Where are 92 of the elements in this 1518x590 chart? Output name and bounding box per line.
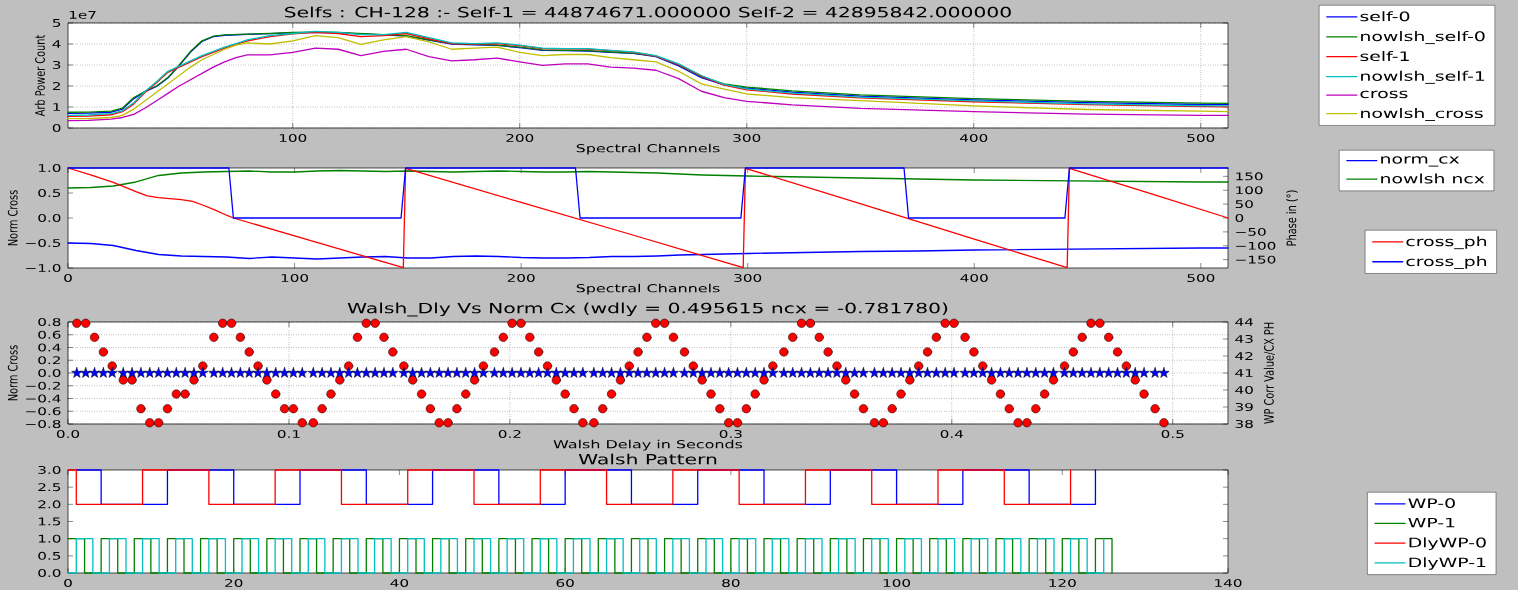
line-series: [67, 167, 1229, 269]
legend-label: DlyWP-0: [1409, 537, 1486, 550]
x-tick-label: 20: [225, 579, 243, 587]
x-tick-label: 0.1: [277, 430, 300, 438]
x-tick-label: 100: [883, 579, 911, 587]
y-tick-label: 1.5: [38, 517, 61, 526]
y-tick-label: 0.0: [38, 369, 61, 377]
y-axis-title: Norm Cross: [7, 190, 18, 246]
legend-label: nowlsh_self-1: [1361, 70, 1485, 84]
y-tick-label: 3: [52, 61, 61, 69]
y2-tick-label: 100: [1236, 186, 1263, 195]
y-tick-label: 2.0: [38, 500, 61, 509]
x-tick-label: 0.4: [940, 430, 964, 438]
legend-label: cross_ph: [1406, 256, 1487, 270]
y2-tick-label: 41: [1235, 369, 1253, 377]
legend-label: norm_cx: [1381, 156, 1460, 167]
x-tick-label: 0.3: [719, 430, 742, 438]
y2-tick-label: −50: [1236, 227, 1266, 236]
y-tick-label: 0: [52, 124, 61, 132]
chart-title: Selfs : CH-128 :- Self-1 = 44874671.000000 Self-2 = 42895842.000000: [285, 6, 1011, 18]
y2-tick-label: 0: [1235, 214, 1244, 222]
y-tick-label: 0.6: [38, 330, 61, 339]
x-tick-label: 200: [506, 134, 534, 142]
legend-label: DlyWP-1: [1409, 557, 1486, 570]
x-axis-title: Spectral Channels: [576, 143, 720, 155]
legend-label: cross: [1360, 90, 1408, 99]
y-tick-label: 0.0: [38, 214, 61, 222]
y-tick-label: 2.5: [38, 483, 61, 492]
legend-label: nowlsh_self-0: [1361, 31, 1485, 45]
x-tick-label: 300: [734, 274, 762, 282]
y-tick-label: 0.5: [38, 551, 61, 560]
y2-tick-label: 50: [1235, 200, 1253, 209]
x-tick-label: 0: [64, 274, 72, 282]
y-tick-label: −0.8: [26, 420, 61, 428]
x-axis-title: Walsh Delay in Seconds: [553, 439, 743, 451]
x-tick-label: 40: [390, 579, 409, 587]
y2-axis-title: WP Corr Value/CX PH: [1263, 322, 1275, 424]
y2-tick-label: 44: [1235, 318, 1254, 326]
y2-tick-label: 39: [1235, 403, 1253, 411]
y-tick-label: 3.0: [38, 466, 61, 474]
y-tick-label: 0.4: [38, 343, 61, 352]
y2-tick-label: 43: [1235, 335, 1253, 343]
chart-title: Walsh Pattern: [578, 453, 717, 465]
y-tick-label: −0.4: [26, 394, 61, 403]
y-tick-label: 1: [53, 103, 61, 111]
y2-tick-label: 150: [1236, 172, 1263, 181]
x-tick-label: 100: [281, 274, 309, 282]
y2-tick-label: 40: [1235, 386, 1253, 394]
x-tick-label: 400: [960, 274, 988, 282]
legend-label: self-1: [1360, 51, 1409, 62]
legend-label: self-0: [1360, 11, 1410, 22]
text: 1e7: [69, 11, 96, 19]
y-tick-label: 0.0: [38, 569, 61, 577]
x-tick-label: 0.5: [1161, 430, 1184, 438]
x-tick-label: 400: [959, 134, 988, 142]
x-tick-label: 0: [64, 579, 72, 587]
y-tick-label: 5: [52, 19, 61, 27]
y2-axis-title: Phase in (°): [1286, 190, 1298, 246]
legend-label: WP-1: [1408, 517, 1455, 528]
x-tick-label: 200: [507, 274, 535, 282]
y-tick-label: 0.8: [38, 318, 61, 326]
y-tick-label: −0.5: [26, 239, 61, 247]
y-tick-label: −0.2: [26, 381, 60, 390]
x-tick-label: 100: [279, 134, 307, 142]
y-tick-label: 0.5: [38, 189, 61, 197]
legend-label: cross_ph: [1406, 236, 1487, 250]
legend-label: nowlsh_cross: [1361, 108, 1483, 121]
y-tick-label: 1.0: [38, 534, 61, 543]
y-tick-label: 2: [52, 82, 60, 90]
y-axis-title: Norm Cross: [7, 345, 18, 401]
x-tick-label: 500: [1187, 274, 1215, 282]
legend-label: nowlsh ncx: [1381, 173, 1485, 184]
y2-tick-label: −100: [1236, 241, 1276, 250]
x-tick-label: 60: [556, 579, 574, 587]
x-tick-label: 300: [733, 134, 761, 142]
y2-tick-label: 42: [1235, 352, 1253, 360]
y-axis-title: Arb Power Count: [34, 34, 45, 117]
chart-title: Walsh_Dly Vs Norm Cx (wdly = 0.495615 ncx = -0.781780): [347, 302, 948, 317]
x-axis-title: Spectral Channels: [576, 283, 720, 295]
y2-tick-label: 38: [1235, 420, 1253, 428]
y-tick-label: 4: [52, 40, 61, 48]
y-tick-label: 0.2: [38, 356, 60, 365]
x-tick-label: 120: [1049, 579, 1076, 587]
y-tick-label: −1.0: [26, 264, 61, 272]
x-tick-label: 80: [722, 579, 740, 587]
y2-tick-label: −150: [1236, 255, 1276, 264]
x-tick-label: 500: [1187, 134, 1215, 142]
legend-label: WP-0: [1408, 498, 1455, 509]
x-tick-label: 140: [1215, 579, 1242, 587]
x-tick-label: 0.2: [498, 430, 521, 438]
y-tick-label: −0.6: [26, 407, 61, 416]
y-tick-label: 1.0: [38, 164, 61, 172]
